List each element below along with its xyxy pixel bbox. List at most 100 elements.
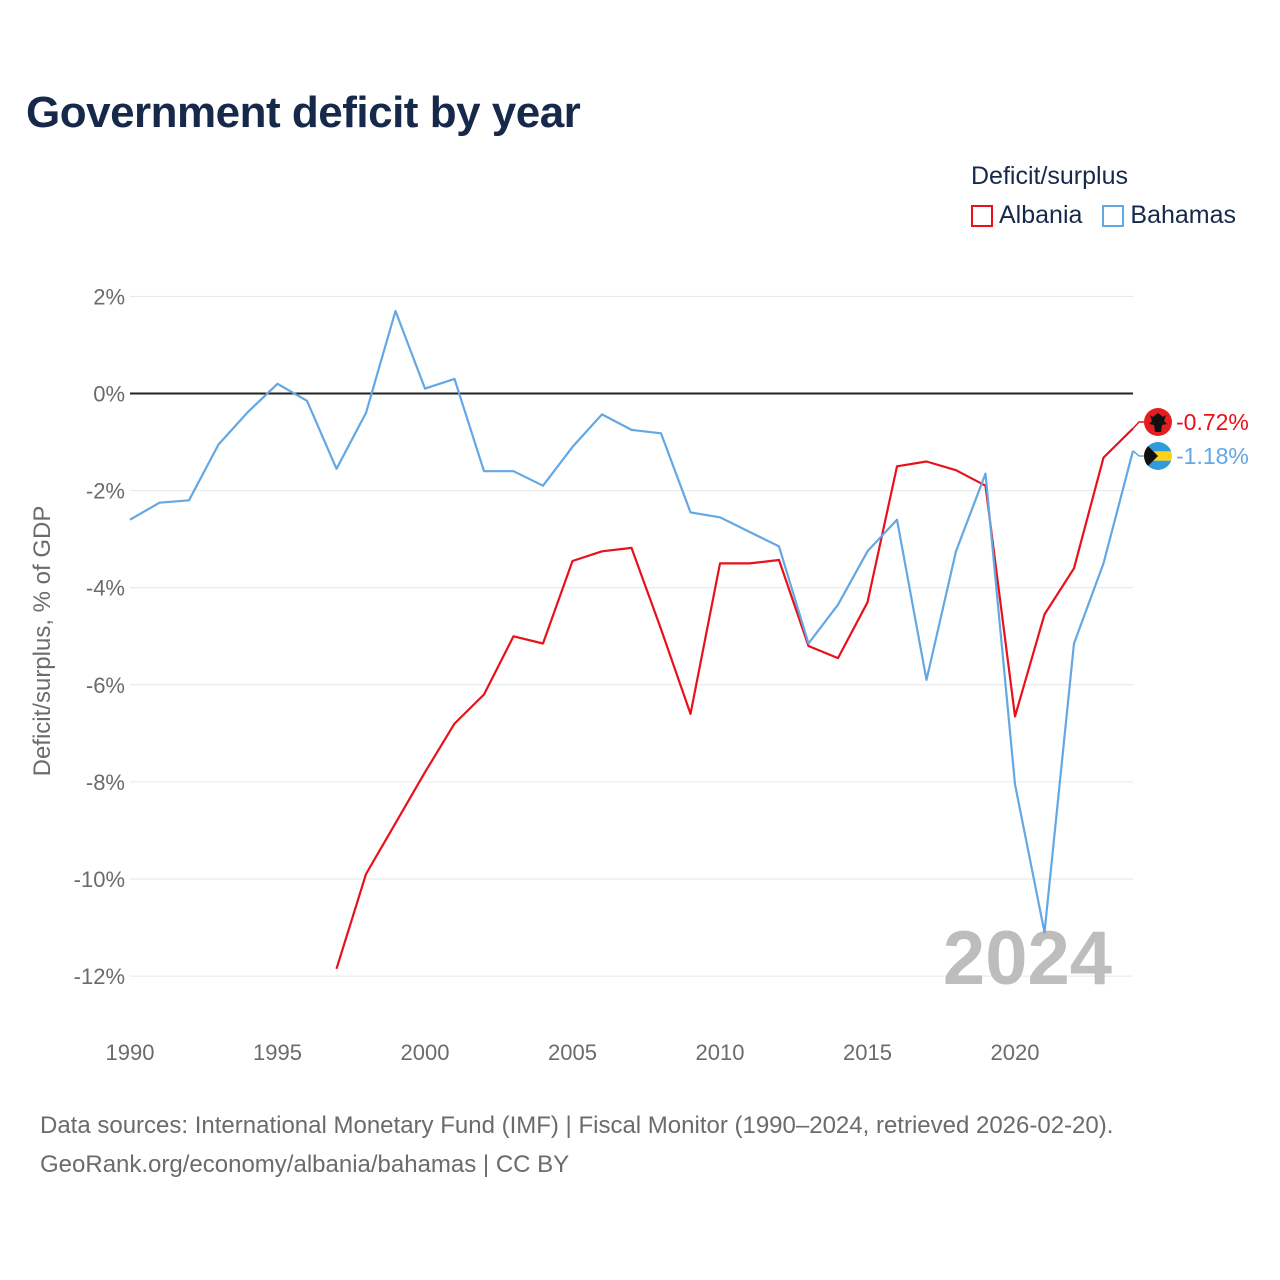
data-point-bahamas xyxy=(217,442,221,446)
data-point-albania xyxy=(1072,566,1076,570)
data-point-bahamas xyxy=(748,530,752,534)
data-point-albania xyxy=(571,559,575,563)
data-point-albania xyxy=(630,546,634,550)
data-point-bahamas xyxy=(482,469,486,473)
grid xyxy=(130,295,1133,977)
data-point-bahamas xyxy=(541,484,545,488)
x-tick-label: 2015 xyxy=(843,1040,892,1065)
albania-eagle xyxy=(1149,413,1167,432)
x-tick-label: 2020 xyxy=(991,1040,1040,1065)
x-tick-label: 2005 xyxy=(548,1040,597,1065)
data-point-bahamas xyxy=(571,445,575,449)
legend-swatch-albania xyxy=(971,204,993,227)
legend-item-albania[interactable]: Albania xyxy=(971,201,1082,230)
data-point-bahamas xyxy=(689,510,693,514)
data-point-albania xyxy=(689,712,693,716)
bahamas-triangle xyxy=(1144,442,1158,470)
legend-label-albania: Albania xyxy=(999,201,1083,229)
x-tick-label: 1990 xyxy=(106,1040,155,1065)
data-point-albania xyxy=(659,627,663,631)
data-point-albania xyxy=(1043,612,1047,616)
legend-title: Deficit/surplus xyxy=(971,162,1128,190)
data-point-albania xyxy=(895,464,899,468)
chart-title: Government deficit by year xyxy=(26,88,581,137)
data-point-bahamas xyxy=(1102,561,1106,565)
series-line-bahamas xyxy=(129,309,1135,934)
albania-flag-icon xyxy=(1144,408,1172,436)
end-label-albania: -0.72% xyxy=(1176,409,1249,435)
data-point-bahamas xyxy=(453,377,457,381)
y-tick-label: -12% xyxy=(74,964,125,989)
y-tick-label: -6% xyxy=(86,673,125,698)
data-point-bahamas xyxy=(895,518,899,522)
data-point-albania xyxy=(482,693,486,697)
y-tick-label: -4% xyxy=(86,576,125,601)
data-point-bahamas xyxy=(187,498,191,502)
sources-line-1: Data sources: International Monetary Fun… xyxy=(40,1112,1114,1139)
data-point-bahamas xyxy=(1013,782,1017,786)
y-axis-ticks: 2% 0% -2% -4% -6% -8% -10% -12% xyxy=(74,284,125,989)
data-point-bahamas xyxy=(1072,642,1076,646)
data-point-albania xyxy=(1102,456,1106,460)
series-line-albania xyxy=(335,427,1134,970)
bahamas-flag-icon xyxy=(1144,442,1172,470)
end-labels: -0.72% -1.18% xyxy=(1132,408,1249,470)
data-point-bahamas xyxy=(364,411,368,415)
year-watermark: 2024 xyxy=(943,916,1112,1001)
line-chart: 2% 0% -2% -4% -6% -8% -10% -12% 1990 1995 2000 200… xyxy=(29,284,1249,1065)
data-point-bahamas xyxy=(423,387,427,391)
data-point-albania xyxy=(777,558,781,562)
sources-line-2[interactable]: GeoRank.org/economy/albania/bahamas | CC… xyxy=(40,1151,570,1178)
data-point-bahamas xyxy=(600,412,604,416)
data-point-bahamas xyxy=(925,678,929,682)
data-point-albania xyxy=(453,722,457,726)
data-point-albania xyxy=(335,967,339,971)
data-point-bahamas xyxy=(866,549,870,553)
x-tick-label: 2000 xyxy=(401,1040,450,1065)
data-point-albania xyxy=(1013,714,1017,718)
series-lines xyxy=(128,309,1135,971)
data-point-bahamas xyxy=(512,469,516,473)
data-point-bahamas xyxy=(984,472,988,476)
bahamas-stripe-top xyxy=(1144,442,1172,452)
data-point-bahamas xyxy=(1043,930,1047,934)
data-point-bahamas xyxy=(246,410,250,414)
y-tick-label: 2% xyxy=(93,284,125,309)
y-tick-label: 0% xyxy=(93,382,125,407)
data-point-albania xyxy=(512,634,516,638)
data-point-albania xyxy=(423,770,427,774)
bahamas-stripe-bottom xyxy=(1144,460,1172,470)
data-point-bahamas xyxy=(836,603,840,607)
x-tick-label: 1995 xyxy=(253,1040,302,1065)
end-label-bahamas: -1.18% xyxy=(1176,443,1249,469)
legend: Deficit/surplus Albania Bahamas xyxy=(971,162,1256,230)
data-point-albania xyxy=(954,468,958,472)
data-point-albania xyxy=(748,561,752,565)
data-point-albania xyxy=(364,872,368,876)
data-point-albania xyxy=(541,642,545,646)
data-point-bahamas xyxy=(158,501,162,505)
legend-item-bahamas[interactable]: Bahamas xyxy=(1102,201,1236,230)
y-tick-label: -2% xyxy=(86,479,125,504)
data-point-bahamas xyxy=(777,544,781,548)
x-axis-ticks: 1990 1995 2000 2005 2010 2015 2020 xyxy=(106,1040,1040,1065)
data-point-albania xyxy=(925,459,929,463)
data-point-bahamas xyxy=(394,309,398,313)
data-point-albania xyxy=(718,561,722,565)
data-point-albania xyxy=(836,656,840,660)
data-point-albania xyxy=(600,549,604,553)
data-point-albania xyxy=(866,600,870,604)
legend-swatch-bahamas xyxy=(1102,204,1125,227)
data-point-bahamas xyxy=(276,382,280,386)
data-point-bahamas xyxy=(335,467,339,471)
legend-label-bahamas: Bahamas xyxy=(1130,201,1237,229)
data-point-bahamas xyxy=(128,518,132,522)
x-tick-label: 2010 xyxy=(696,1040,745,1065)
data-point-bahamas xyxy=(954,549,958,553)
data-point-bahamas xyxy=(659,431,663,435)
data-point-bahamas xyxy=(807,642,811,646)
y-axis-label: Deficit/surplus, % of GDP xyxy=(29,506,56,777)
data-point-bahamas xyxy=(718,515,722,519)
y-tick-label: -8% xyxy=(86,770,125,795)
data-sources: Data sources: International Monetary Fun… xyxy=(40,1106,1113,1184)
